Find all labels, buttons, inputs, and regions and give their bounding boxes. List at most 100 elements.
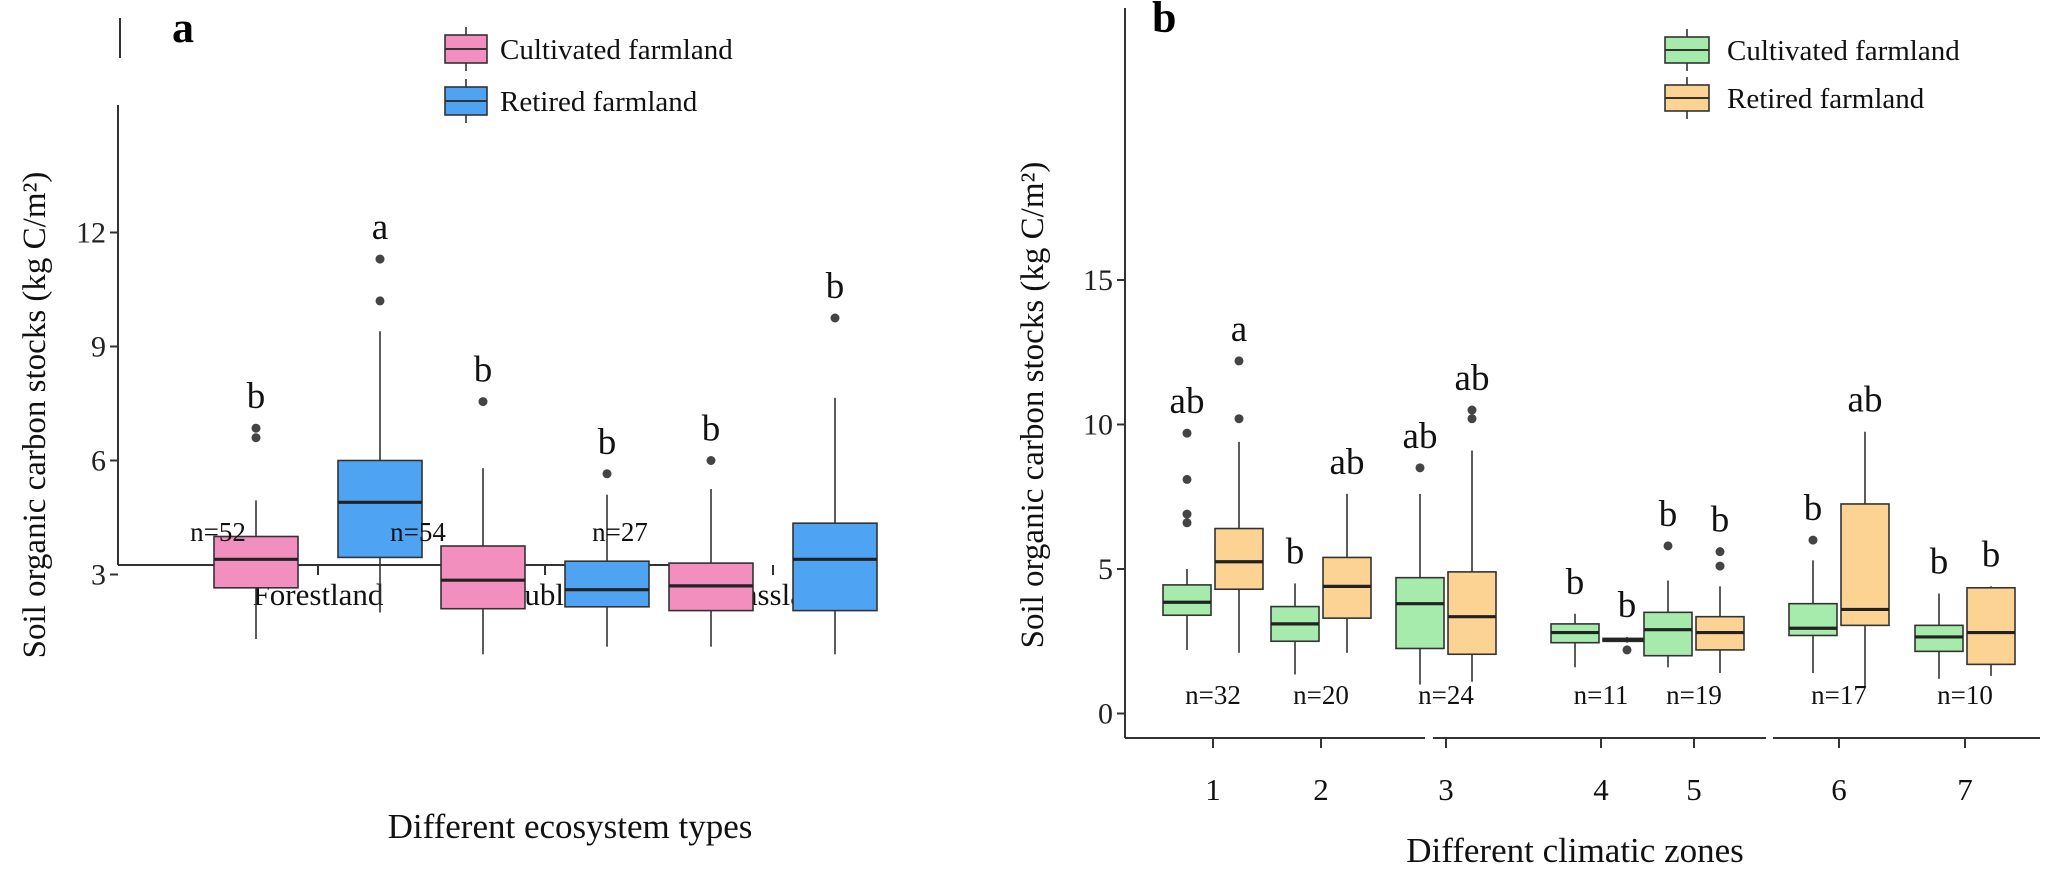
outlier-point: [1182, 518, 1192, 528]
box-iqr: [1395, 576, 1445, 650]
box-group: b b n=19: [1643, 494, 1745, 710]
significance-letter: b: [1618, 585, 1637, 626]
sample-size-label: n=27: [592, 517, 648, 547]
box-group: b ab n=20: [1270, 442, 1372, 710]
sample-size-label: n=20: [1293, 680, 1349, 710]
y-tick-label: 3: [91, 559, 106, 592]
box-iqr: [1214, 527, 1264, 591]
significance-letter: b: [1711, 500, 1730, 541]
outlier-point: [1808, 535, 1818, 545]
box-group: bb n=11: [1550, 562, 1652, 710]
box-iqr: [792, 522, 878, 612]
legend-item: Cultivated farmland: [1664, 29, 1960, 71]
x-tick-label: 3: [1438, 772, 1454, 807]
box-iqr: [1840, 503, 1890, 627]
box-group: b b n=54: [390, 350, 650, 655]
outlier-point: [251, 423, 261, 433]
y-tick-label: 6: [91, 445, 106, 478]
panel-b-axes: 0 5 10 15 1 2 3 4 5 6 7: [1083, 8, 2040, 807]
outlier-point: [1415, 463, 1425, 473]
significance-letter: b: [1982, 534, 2001, 575]
panel-b-y-axis-title: Soil organic carbon stocks (kg C/m²): [1015, 162, 1051, 649]
sample-size-label: n=10: [1937, 680, 1993, 710]
box-iqr: [337, 459, 423, 559]
significance-letter: b: [702, 409, 721, 450]
box-iqr: [440, 545, 526, 610]
significance-letter: b: [1930, 542, 1949, 583]
panel-a-x-axis-title: Different ecosystem types: [388, 807, 753, 846]
significance-letter: b: [826, 266, 845, 307]
outlier-point: [830, 313, 840, 323]
outlier-point: [602, 469, 612, 479]
outlier-point: [375, 254, 385, 264]
box-group: b ab n=17: [1788, 380, 1890, 710]
sample-size-label: n=52: [190, 517, 246, 547]
significance-letter: b: [1286, 531, 1305, 572]
x-tick-label: 4: [1593, 772, 1609, 807]
y-tick-label: 12: [76, 217, 106, 250]
significance-letter: b: [598, 422, 617, 463]
outlier-point: [1182, 509, 1192, 519]
panel-a-letter: a: [172, 3, 194, 52]
legend-item: Retired farmland: [444, 79, 698, 123]
box-iqr: [213, 535, 299, 589]
panel-a-boxes: b a n=52 b b n=54 b b n=27: [190, 207, 878, 655]
legend-label: Cultivated farmland: [1727, 35, 1960, 67]
outlier-point: [1715, 561, 1725, 571]
significance-letter: ab: [1403, 416, 1438, 457]
sample-size-label: n=24: [1418, 680, 1474, 710]
panel-b-legend: Cultivated farmland Retired farmland: [1664, 29, 1960, 119]
legend-label: Cultivated farmland: [500, 34, 733, 66]
panel-b-x-axis-title: Different climatic zones: [1406, 831, 1744, 870]
sample-size-label: n=54: [390, 517, 446, 547]
panel-a-legend: Cultivated farmland Retired farmland: [444, 27, 733, 123]
significance-letter: a: [1231, 309, 1247, 350]
significance-letter: ab: [1170, 381, 1205, 422]
significance-letter: ab: [1455, 358, 1490, 399]
significance-letter: b: [1804, 488, 1823, 529]
outlier-point: [1182, 474, 1192, 484]
significance-letter: ab: [1848, 380, 1883, 421]
x-tick-label: 7: [1957, 772, 1973, 807]
significance-letter: b: [474, 350, 493, 391]
outlier-point: [1715, 547, 1725, 557]
significance-letter: b: [1659, 494, 1678, 535]
y-tick-label: 0: [1098, 698, 1113, 731]
sample-size-label: n=17: [1811, 680, 1867, 710]
legend-item: Cultivated farmland: [444, 27, 733, 71]
significance-letter: b: [247, 376, 266, 417]
outlier-point: [706, 456, 716, 465]
x-tick-label: 6: [1831, 772, 1847, 807]
box-iqr: [1162, 584, 1212, 617]
significance-letter: ab: [1330, 442, 1365, 483]
outlier-point: [1234, 356, 1244, 366]
box-iqr: [1788, 602, 1838, 637]
outlier-point: [1182, 428, 1192, 438]
legend-label: Retired farmland: [1727, 83, 1925, 115]
box-iqr: [1643, 611, 1693, 657]
y-tick-label: 15: [1083, 264, 1113, 297]
panel-b-letter: b: [1152, 0, 1176, 42]
sample-size-label: n=32: [1185, 680, 1241, 710]
significance-letter: b: [1566, 562, 1585, 603]
panel-a-y-axis-title: Soil organic carbon stocks (kg C/m²): [17, 172, 53, 659]
box-iqr: [1966, 586, 2016, 666]
outlier-point: [251, 433, 261, 443]
legend-label: Retired farmland: [500, 86, 698, 118]
outlier-point: [1663, 541, 1673, 551]
box-group: b b n=27: [592, 266, 878, 655]
y-tick-label: 5: [1098, 553, 1113, 586]
box-group: b a n=52: [190, 207, 423, 640]
sample-size-label: n=11: [1574, 680, 1629, 710]
x-tick-label: 5: [1686, 772, 1702, 807]
outlier-point: [1467, 414, 1477, 424]
outlier-point: [1234, 414, 1244, 424]
x-tick-label: 2: [1313, 772, 1329, 807]
box-iqr: [564, 560, 650, 608]
box-iqr: [1447, 571, 1497, 656]
